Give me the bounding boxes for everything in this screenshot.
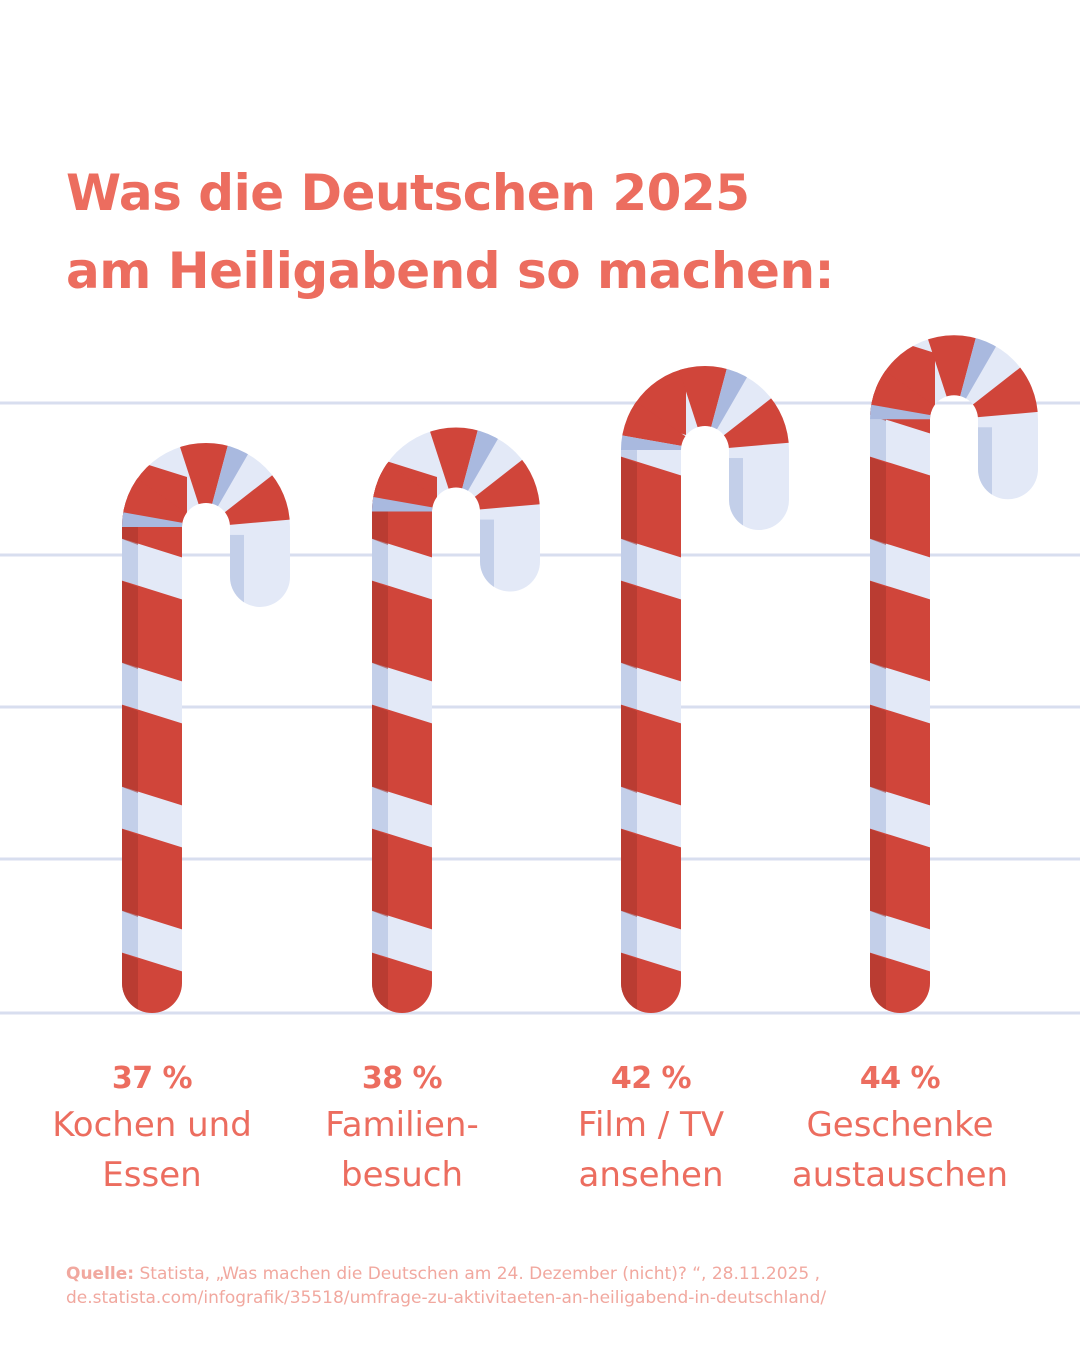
candy-cane-bar [372, 427, 540, 1013]
value-label: 37 % [111, 1061, 193, 1096]
cane-stripe-shade [870, 827, 886, 917]
cane-stripe-shade [621, 951, 637, 1013]
leg-shade [230, 534, 244, 615]
cane-stripe-shade [870, 951, 886, 1013]
hook-stripe [122, 473, 206, 527]
candy-cane-chart [0, 335, 1080, 1015]
hook-shade [206, 442, 253, 527]
category-label-line-2: ansehen [578, 1155, 724, 1195]
category-label-kochen: 37 % Kochen und Essen [22, 1058, 282, 1200]
hook-stripe [426, 427, 481, 512]
hook-stripe [206, 469, 290, 527]
category-label-geschenke: 44 % Geschenke austauschen [770, 1058, 1030, 1200]
cane-stripe-shade [372, 579, 388, 669]
category-label-line-2: Essen [102, 1155, 202, 1195]
candy-cane-bar [122, 442, 290, 1013]
cane-stripe-shade [621, 455, 637, 545]
cane-base [870, 335, 1038, 1013]
hook-stripe [705, 392, 789, 451]
source-prefix: Quelle: [66, 1264, 135, 1284]
cane-stripe-shade [372, 703, 388, 793]
category-label-line-1: Film / TV [577, 1105, 725, 1145]
cane-stripe-shade [621, 703, 637, 793]
cane-stripe-shade [870, 455, 886, 545]
cane-stripe-shade [372, 951, 388, 1013]
hook-shade [954, 335, 1001, 420]
cane-stripe-shade [870, 579, 886, 669]
source-url: de.statista.com/infografik/35518/umfrage… [66, 1288, 827, 1308]
source-line-1: Quelle: Statista, „Was machen die Deutsc… [66, 1262, 1026, 1286]
leg-shade [978, 427, 992, 508]
leg-shade [480, 519, 494, 600]
hook-stripe [456, 453, 540, 512]
chart-title-line-1: Was die Deutschen 2025 [66, 164, 750, 222]
category-label-film-tv: 42 % Film / TV ansehen [521, 1058, 781, 1200]
source-text: Statista, „Was machen die Deutschen am 2… [134, 1264, 821, 1284]
hook-stripe [176, 442, 231, 527]
category-label-line-1: Geschenke [806, 1105, 994, 1145]
cane-stripe-shade [122, 827, 138, 917]
value-label: 38 % [361, 1061, 443, 1096]
cane-stripe-shade [372, 827, 388, 917]
hook-stripe [870, 365, 954, 420]
cane-stripe-shade [122, 703, 138, 793]
chart-title: Was die Deutschen 2025 am Heiligabend so… [66, 154, 835, 310]
value-label: 42 % [610, 1061, 692, 1096]
hook-shade [456, 427, 503, 512]
chart-title-line-2: am Heiligabend so machen: [66, 242, 835, 300]
leg-shade [729, 458, 743, 539]
candy-cane-bar [621, 366, 789, 1013]
cane-base [621, 366, 789, 1013]
cane-stripe-shade [870, 703, 886, 793]
category-label-line-1: Kochen und [52, 1105, 252, 1145]
cane-stripe-shade [621, 827, 637, 917]
hook-stripe [924, 335, 979, 420]
hook-stripe [372, 457, 456, 512]
hook-stripe [954, 361, 1038, 420]
candy-cane-bar [870, 335, 1038, 1013]
category-label-line-2: besuch [340, 1155, 463, 1195]
hook-stripe [621, 396, 705, 451]
cane-stripe-shade [621, 579, 637, 669]
cane-stripe-shade [122, 579, 138, 669]
value-label: 44 % [859, 1061, 941, 1096]
hook-stripe [675, 366, 730, 451]
category-label-familienbesuch: 38 % Familien- besuch [272, 1058, 532, 1200]
hook-shade [705, 366, 752, 451]
category-label-line-1: Familien- [325, 1105, 479, 1145]
source-note: Quelle: Statista, „Was machen die Deutsc… [66, 1262, 1026, 1310]
category-label-line-2: austauschen [791, 1155, 1009, 1195]
cane-stripe-shade [122, 951, 138, 1013]
